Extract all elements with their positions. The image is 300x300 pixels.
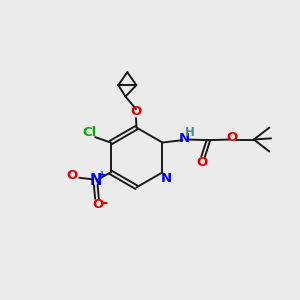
- Text: N: N: [160, 172, 172, 185]
- Text: +: +: [98, 170, 106, 180]
- Text: N: N: [90, 173, 102, 188]
- Text: H: H: [185, 127, 195, 140]
- Text: -: -: [101, 195, 108, 210]
- Text: N: N: [178, 132, 190, 145]
- Text: Cl: Cl: [83, 126, 97, 139]
- Text: O: O: [196, 156, 208, 169]
- Text: O: O: [67, 169, 78, 182]
- Text: O: O: [227, 131, 238, 144]
- Text: O: O: [92, 198, 103, 211]
- Text: O: O: [130, 105, 142, 118]
